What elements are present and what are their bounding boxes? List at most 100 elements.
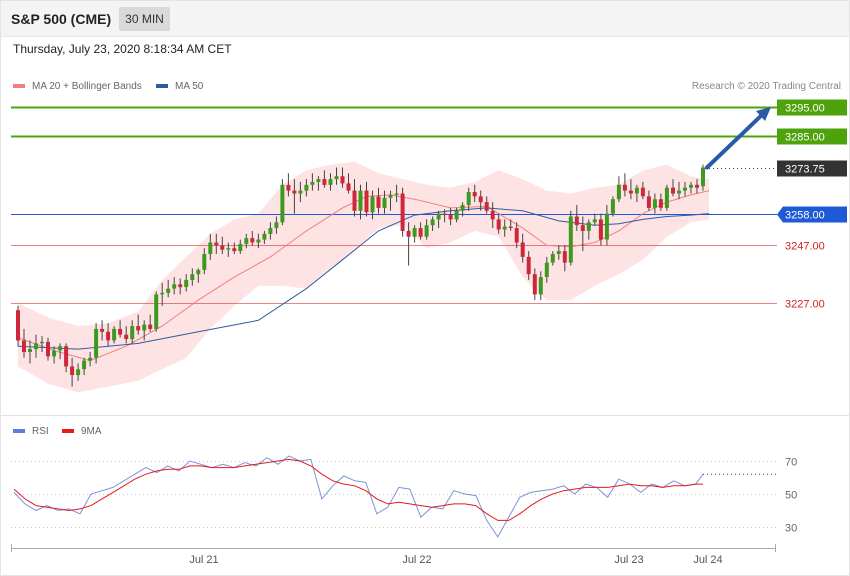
candle-body	[214, 242, 219, 246]
candle-body	[394, 193, 399, 195]
candle-body	[196, 269, 201, 275]
candle-body	[172, 284, 177, 289]
rsi-ma-line	[13, 458, 703, 521]
candle-body	[370, 196, 375, 213]
support-label-4: 3247.00	[785, 241, 825, 253]
candle-body	[652, 199, 657, 208]
legend-ma50: MA 50	[156, 81, 203, 92]
candle-body	[430, 219, 435, 226]
candle-body	[268, 228, 273, 234]
candle-body	[166, 288, 171, 293]
candle-body	[376, 196, 381, 208]
candle-body	[436, 213, 441, 220]
rsi-swatch	[13, 429, 25, 434]
candle-body	[148, 324, 153, 329]
timeframe-badge[interactable]: 30 MIN	[119, 7, 170, 31]
candle-body	[64, 346, 69, 367]
legend-rsi-label: RSI	[32, 426, 49, 437]
candle-body	[448, 215, 453, 220]
candle-body	[622, 184, 627, 191]
candle-body	[628, 190, 633, 194]
candle-body	[262, 233, 267, 240]
x-axis: Jul 21 Jul 22 Jul 23 Jul 24	[11, 544, 776, 566]
candle-body	[130, 326, 135, 340]
candle-body	[412, 228, 417, 237]
candle-body	[658, 199, 663, 208]
candle-body	[358, 190, 363, 211]
candle-body	[112, 328, 117, 341]
candle-body	[220, 245, 225, 250]
legend-ma20-label: MA 20 + Bollinger Bands	[32, 81, 142, 92]
candle-body	[310, 181, 315, 185]
candle-body	[695, 184, 699, 188]
candle-body	[526, 256, 531, 275]
candle-body	[34, 343, 38, 350]
level-labels: 3295.00 3285.00 3273.75 3258.00 3247.00 3227.…	[777, 99, 847, 311]
candle-body	[40, 341, 44, 344]
candle-body	[190, 274, 195, 280]
candle-body	[232, 248, 237, 252]
candle-body	[136, 326, 141, 331]
candle-body	[76, 369, 81, 376]
candle-body	[406, 230, 411, 237]
pivot-label: 3258.00	[785, 210, 825, 222]
candle-body	[142, 324, 147, 331]
candle-body	[598, 219, 603, 240]
candle-body	[364, 190, 369, 213]
candle-body	[586, 222, 591, 231]
candle-body	[664, 187, 669, 208]
rsi-tick-50: 50	[785, 490, 797, 502]
candle-body	[106, 331, 111, 341]
candle-body	[70, 366, 75, 375]
price-levels	[11, 106, 777, 304]
legend-9ma: 9MA	[62, 426, 102, 437]
candle-body	[400, 193, 405, 231]
candle-body	[490, 210, 495, 220]
candle-body	[52, 350, 57, 357]
candle-body	[184, 279, 189, 288]
candle-body	[118, 328, 123, 335]
candle-body	[388, 194, 393, 198]
rsi-panel: 70 50 30	[11, 455, 797, 538]
timestamp: Thursday, July 23, 2020 8:18:34 AM CET	[13, 42, 232, 56]
candle-body	[466, 192, 471, 205]
candle-body	[454, 210, 459, 220]
candle-body	[538, 277, 543, 295]
candle-body	[346, 183, 351, 191]
candle-body	[82, 360, 87, 370]
rsi-tick-30: 30	[785, 523, 797, 535]
current-price-label: 3273.75	[785, 164, 825, 176]
candle-body	[16, 310, 20, 341]
candle-body	[508, 226, 513, 228]
candle-body	[208, 242, 213, 254]
candle-body	[496, 219, 501, 230]
candle-body	[671, 187, 675, 194]
candle-body	[646, 196, 651, 208]
target-label-1: 3285.00	[785, 132, 825, 144]
candle-body	[340, 176, 345, 184]
candle-body	[683, 187, 687, 191]
candle-body	[478, 196, 483, 203]
arrow-shaft	[705, 110, 767, 170]
candle-body	[160, 292, 165, 295]
candle-body	[424, 225, 429, 237]
x-tick-label: Jul 22	[402, 554, 431, 566]
candle-body	[502, 226, 507, 230]
candle-body	[202, 254, 207, 270]
candle-body	[58, 346, 63, 351]
candle-body	[250, 238, 255, 243]
rsi-tick-70: 70	[785, 457, 797, 469]
candle-body	[640, 187, 645, 197]
candle-body	[226, 248, 231, 250]
current-price-tag	[777, 160, 847, 177]
candle-body	[472, 192, 477, 197]
pivot-tag	[777, 206, 847, 223]
target-tag-0	[777, 99, 847, 116]
candle-body	[316, 179, 321, 182]
x-tick-label: Jul 24	[693, 554, 722, 566]
candle-body	[442, 213, 447, 215]
candle-body	[88, 357, 93, 361]
candle-body	[514, 228, 519, 243]
candle-body	[352, 190, 357, 211]
